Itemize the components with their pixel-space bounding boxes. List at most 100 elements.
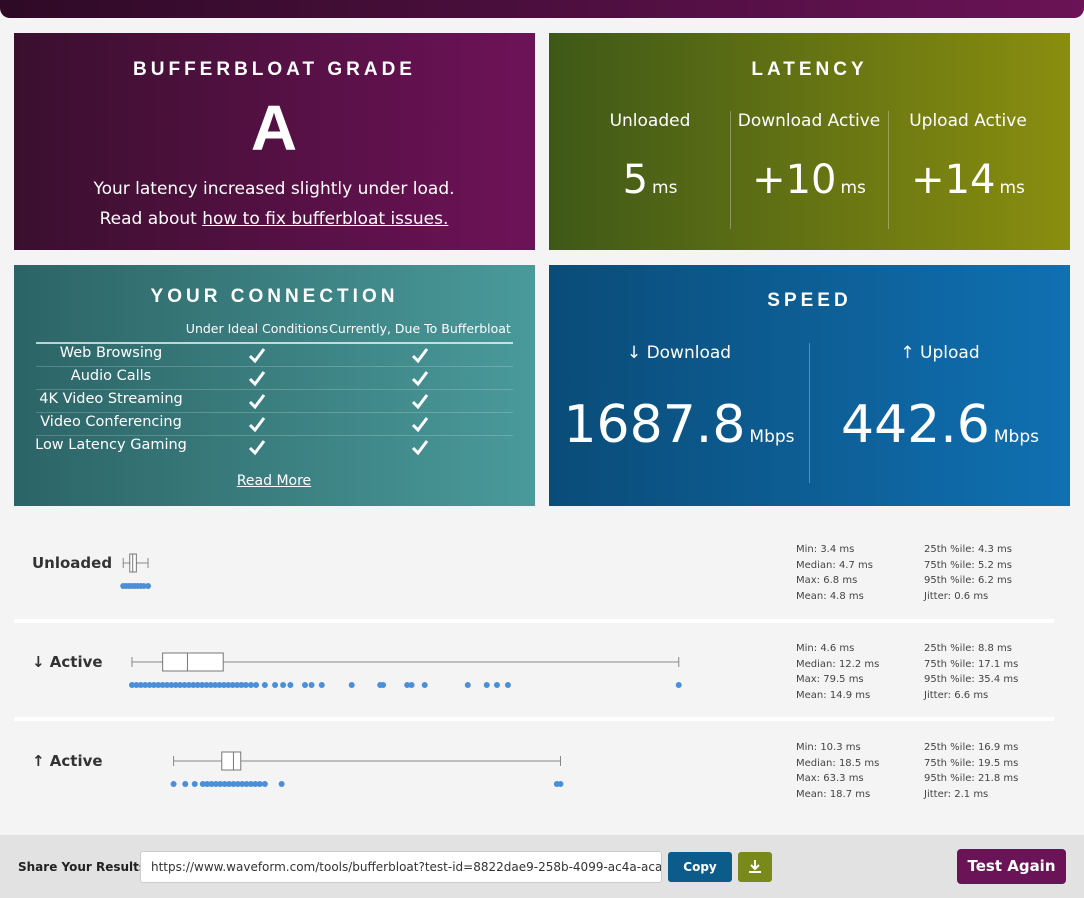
- stat-unit: ms: [1003, 757, 1019, 769]
- sample-dot: [225, 682, 232, 688]
- grade-read: Read about how to fix bufferbloat issues…: [100, 209, 449, 229]
- stat-unit: ms: [997, 544, 1012, 555]
- latency-plots: Unloaded Min: 3.4 ms Median: 4.7 ms Max: 6.…: [14, 520, 1070, 830]
- stat-value: 4.6: [820, 643, 837, 654]
- check-icon: [248, 371, 266, 387]
- divider: [730, 111, 731, 229]
- latency-number: +10: [752, 157, 837, 203]
- check-icon: [411, 440, 429, 456]
- sample-dot: [675, 682, 682, 688]
- latency-label: Upload Active: [909, 111, 1027, 131]
- speed-label: ↑ Upload: [900, 343, 980, 363]
- plot-label: ↑ Active: [32, 752, 103, 770]
- stat-label: Median:: [796, 757, 836, 769]
- latency-value: +10 ms: [752, 157, 866, 203]
- stat-label: Median:: [796, 559, 836, 571]
- sample-dot: [203, 682, 210, 688]
- row-rule: [36, 435, 513, 436]
- stat-text: Median: 12.2 ms: [796, 659, 879, 670]
- sample-dot: [199, 682, 206, 688]
- grade-letter: A: [250, 92, 298, 164]
- stat-label: Max:: [796, 674, 821, 686]
- test-again-button[interactable]: Test Again: [957, 849, 1066, 884]
- sample-dot: [229, 682, 236, 688]
- sample-dot: [234, 682, 241, 688]
- stat-value: 6.6: [954, 690, 971, 702]
- speed-title: SPEED: [767, 290, 852, 311]
- stat-text: 25th %ile: 8.8 ms: [924, 643, 1012, 654]
- stat-text: Mean: 4.8 ms: [796, 591, 864, 602]
- share-url[interactable]: https://www.waveform.com/tools/bufferblo…: [140, 851, 662, 883]
- check-icon: [411, 348, 429, 364]
- stat-unit: ms: [997, 559, 1012, 571]
- stat-unit: ms: [839, 643, 855, 654]
- download-button[interactable]: [738, 852, 772, 882]
- stat-text: Mean: 18.7 ms: [796, 789, 870, 800]
- check-icon: [248, 348, 266, 364]
- latency-label: Unloaded: [609, 111, 691, 131]
- stat-text: 25th %ile: 4.3 ms: [924, 544, 1012, 555]
- stat-value: 19.5: [977, 757, 1001, 769]
- divider: [809, 343, 810, 483]
- latency-value: +14 ms: [911, 157, 1025, 203]
- share-bar: Share Your Results: https://www.waveform…: [0, 835, 1084, 898]
- stat-value: 18.7: [829, 789, 853, 801]
- stat-text: 95th %ile: 21.8 ms: [924, 773, 1018, 784]
- row-label: Low Latency Gaming: [35, 437, 187, 453]
- stat-text: Min: 4.6 ms: [796, 643, 854, 654]
- stat-label: 95th %ile:: [924, 674, 975, 686]
- stat-label: Mean:: [796, 690, 827, 702]
- stat-text: Min: 3.4 ms: [796, 544, 854, 555]
- stat-value: 21.8: [977, 773, 1001, 785]
- stat-text: 95th %ile: 6.2 ms: [924, 575, 1012, 586]
- stat-text: 95th %ile: 35.4 ms: [924, 674, 1018, 685]
- row-rule: [36, 412, 513, 413]
- connection-panel: YOUR CONNECTION Under Ideal Conditions C…: [14, 265, 535, 506]
- sample-dot: [212, 781, 219, 787]
- stat-text: Max: 63.3 ms: [796, 773, 864, 784]
- sample-dot: [256, 781, 263, 787]
- stat-text: 25th %ile: 16.9 ms: [924, 742, 1018, 753]
- grade-panel: BUFFERBLOAT GRADE A Your latency increas…: [14, 33, 535, 250]
- stat-value: 35.4: [977, 674, 1001, 686]
- sample-dot: [243, 781, 250, 787]
- fix-link[interactable]: how to fix bufferbloat issues.: [202, 209, 449, 229]
- stat-unit: ms: [858, 559, 873, 571]
- sample-dot: [146, 682, 153, 688]
- latency-number: 5: [622, 157, 649, 203]
- stat-text: Max: 6.8 ms: [796, 575, 857, 586]
- sample-dot: [150, 682, 157, 688]
- stat-unit: ms: [855, 789, 871, 801]
- stat-text: 75th %ile: 5.2 ms: [924, 560, 1012, 571]
- stat-value: 4.3: [977, 544, 994, 555]
- row-rule: [36, 366, 513, 367]
- column-header: Currently, Due To Bufferbloat: [329, 321, 511, 336]
- latency-unit: ms: [999, 178, 1025, 198]
- sample-dot: [239, 781, 246, 787]
- row-rule: [36, 389, 513, 390]
- stat-label: Max:: [796, 773, 821, 785]
- sample-dot: [261, 682, 268, 688]
- stat-label: 25th %ile:: [924, 544, 975, 555]
- speed-label: ↓ Download: [626, 343, 732, 363]
- sample-dot: [164, 682, 171, 688]
- stat-text: Median: 4.7 ms: [796, 560, 873, 571]
- stat-label: 95th %ile:: [924, 575, 975, 587]
- sample-dot: [253, 682, 260, 688]
- stat-label: 25th %ile:: [924, 742, 975, 753]
- copy-button[interactable]: Copy: [668, 852, 732, 882]
- sample-dot: [185, 682, 192, 688]
- stat-label: Min:: [796, 643, 818, 654]
- read-more[interactable]: Read More: [236, 473, 312, 489]
- sample-dot: [301, 682, 308, 688]
- stat-value: 3.4: [820, 544, 837, 555]
- stat-unit: ms: [842, 575, 858, 587]
- check-icon: [248, 394, 266, 410]
- row-label: 4K Video Streaming: [39, 391, 183, 407]
- sample-dot: [483, 682, 490, 688]
- sample-dot: [177, 682, 184, 688]
- sample-dot: [220, 682, 227, 688]
- grade-title: BUFFERBLOAT GRADE: [133, 59, 416, 80]
- stat-text: 75th %ile: 17.1 ms: [924, 659, 1018, 670]
- sample-dot: [140, 583, 147, 589]
